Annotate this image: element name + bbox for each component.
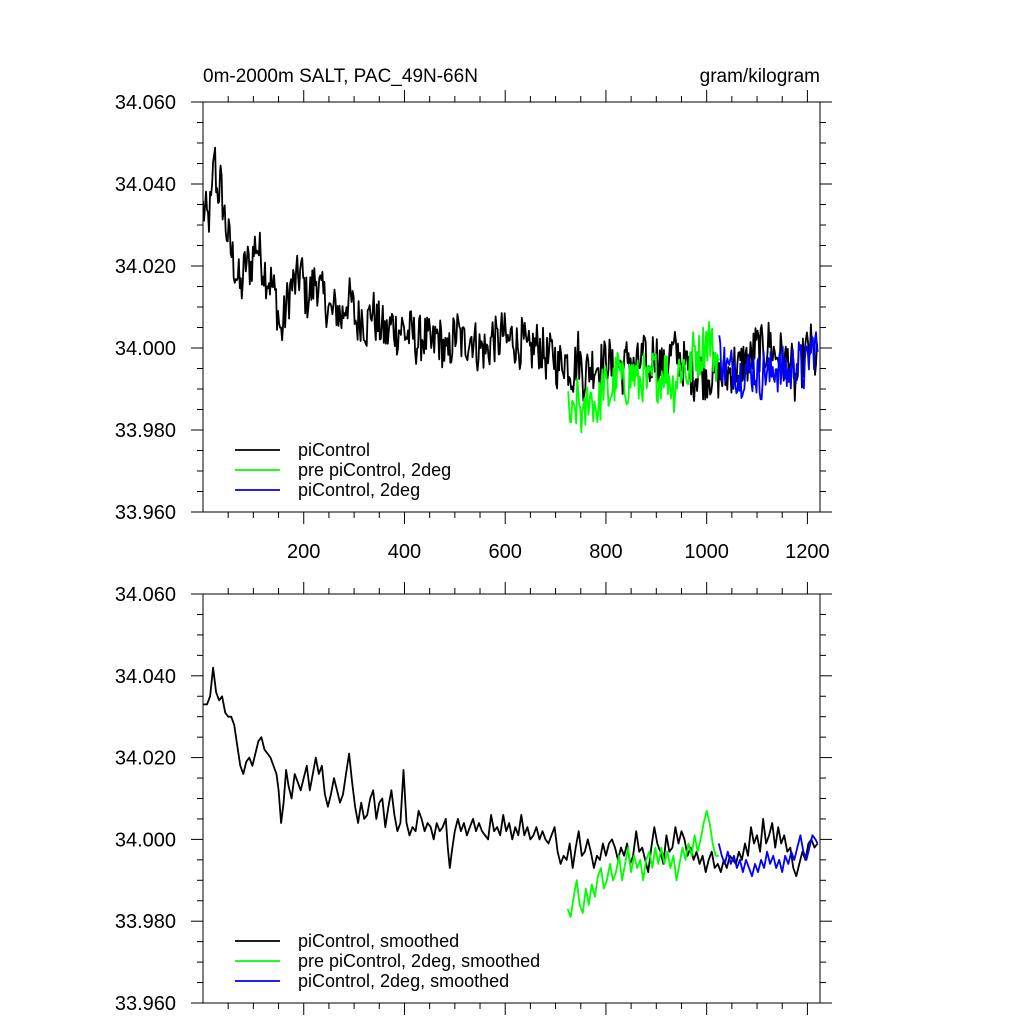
legend-label-1: piControl, smoothed <box>298 931 459 951</box>
series-line-2 <box>567 321 720 434</box>
chart-title-right: gram/kilogram <box>700 66 820 87</box>
legend-label-3: piControl, 2deg, smoothed <box>298 971 509 991</box>
y-tick-label: 34.060 <box>115 584 176 606</box>
y-tick-label: 34.000 <box>115 829 176 851</box>
y-tick-label: 34.020 <box>115 256 176 278</box>
x-tick-label: 200 <box>287 541 320 563</box>
y-tick-label: 34.060 <box>115 92 176 114</box>
y-tick-label: 33.960 <box>115 993 176 1015</box>
legend-label-2: pre piControl, 2deg <box>298 460 451 480</box>
plot-frame <box>202 101 821 513</box>
y-tick-label: 34.000 <box>115 338 176 360</box>
chart-panel-1: 0m-2000m SALT, PAC_49N-66N gram/kilogram 3… <box>115 66 832 563</box>
series-line-2 <box>566 809 719 918</box>
chart-title-left: 0m-2000m SALT, PAC_49N-66N <box>203 66 478 87</box>
series-line-3 <box>718 331 819 401</box>
legend-label-1: piControl <box>298 440 370 460</box>
y-tick-label: 34.040 <box>115 666 176 688</box>
x-tick-label: 600 <box>489 541 522 563</box>
plot-area <box>203 666 819 918</box>
y-tick-label: 33.980 <box>115 911 176 933</box>
x-tick-label: 400 <box>388 541 421 563</box>
legend-label-3: piControl, 2deg <box>298 480 420 500</box>
y-tick-label: 33.980 <box>115 420 176 442</box>
plot-area <box>203 146 819 434</box>
y-tick-label: 33.960 <box>115 502 176 524</box>
legend-label-2: pre piControl, 2deg, smoothed <box>298 951 540 971</box>
y-tick-label: 34.040 <box>115 174 176 196</box>
chart-panel-2: 33.960 33.980 34.000 34.020 34.040 34.060 piCo… <box>115 582 832 1015</box>
plot-frame <box>202 593 821 1004</box>
series-line-1 <box>203 666 819 878</box>
x-tick-label: 800 <box>589 541 622 563</box>
x-tick-label: 1000 <box>684 541 729 563</box>
series-line-3 <box>717 834 819 878</box>
x-tick-label: 1200 <box>785 541 830 563</box>
y-tick-label: 34.020 <box>115 748 176 770</box>
